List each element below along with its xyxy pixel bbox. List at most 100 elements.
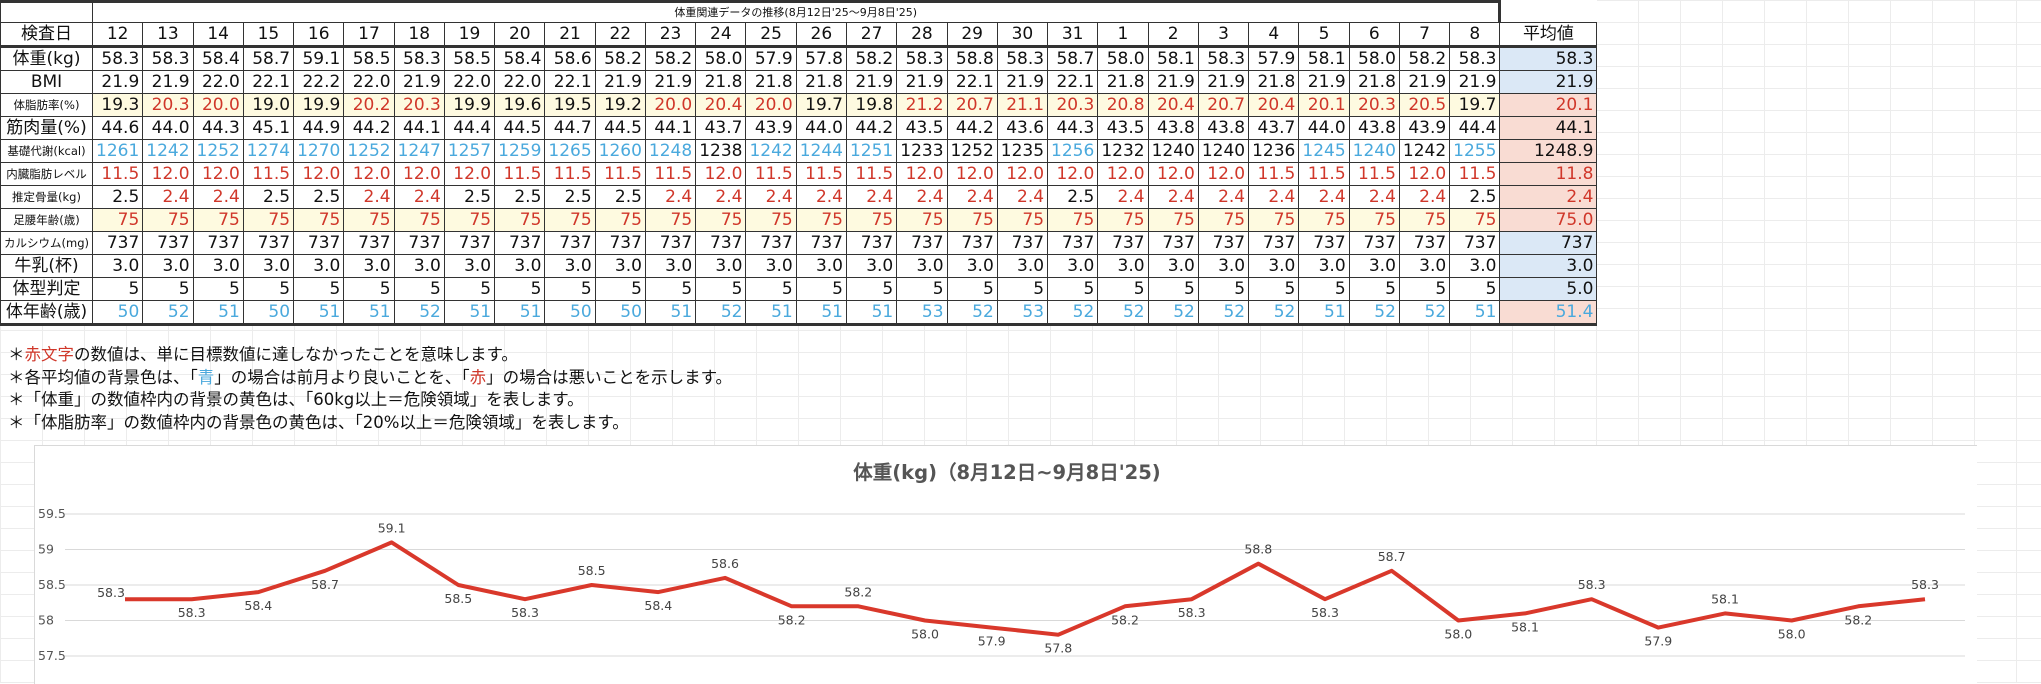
- value-cell: 44.1: [394, 117, 444, 140]
- value-cell: 43.5: [1098, 117, 1148, 140]
- data-label: 58.3: [1578, 577, 1606, 592]
- value-cell: 51: [193, 301, 243, 325]
- value-cell: 3.0: [143, 255, 193, 278]
- value-cell: 75: [746, 209, 796, 232]
- value-cell: 75: [243, 209, 293, 232]
- row-label: 体年齢(歳): [1, 301, 93, 325]
- note-bodyfat-yellow: ＊「体脂肪率」の数値枠内の背景色の黄色は、「20%以上＝危険領域」を表します。: [8, 412, 732, 435]
- value-cell: 75: [595, 209, 645, 232]
- value-cell: 75: [294, 209, 344, 232]
- value-cell: 2.4: [696, 186, 746, 209]
- value-cell: 12.0: [947, 163, 997, 186]
- value-cell: 58.1: [1299, 47, 1349, 71]
- note-1-post: の数値は、単に目標数値に達しなかったことを意味します。: [74, 345, 518, 364]
- value-cell: 1257: [444, 140, 494, 163]
- value-cell: 20.4: [1148, 94, 1198, 117]
- value-cell: 58.3: [93, 47, 143, 71]
- value-cell: 19.8: [846, 94, 896, 117]
- data-label: 58.3: [511, 605, 539, 620]
- value-cell: 737: [1399, 232, 1449, 255]
- date-cell: 7: [1399, 23, 1449, 47]
- value-cell: 75: [947, 209, 997, 232]
- value-cell: 51: [796, 301, 846, 325]
- value-cell: 58.6: [545, 47, 595, 71]
- value-cell: 737: [897, 232, 947, 255]
- value-cell: 12.0: [193, 163, 243, 186]
- value-cell: 5: [746, 278, 796, 301]
- value-cell: 20.3: [1048, 94, 1098, 117]
- value-cell: 2.4: [143, 186, 193, 209]
- value-cell: 737: [1299, 232, 1349, 255]
- value-cell: 1240: [1148, 140, 1198, 163]
- value-cell: 21.9: [897, 71, 947, 94]
- value-cell: 51: [746, 301, 796, 325]
- value-cell: 5: [1399, 278, 1449, 301]
- value-cell: 5: [846, 278, 896, 301]
- y-tick-label: 59: [38, 542, 54, 557]
- value-cell: 11.5: [645, 163, 695, 186]
- value-cell: 3.0: [846, 255, 896, 278]
- value-cell: 58.3: [897, 47, 947, 71]
- value-cell: 1242: [746, 140, 796, 163]
- value-cell: 12.0: [143, 163, 193, 186]
- value-cell: 44.1: [645, 117, 695, 140]
- date-cell: 30: [997, 23, 1047, 47]
- data-label: 58.3: [178, 605, 206, 620]
- value-cell: 75: [1048, 209, 1098, 232]
- average-cell: 44.1: [1500, 117, 1597, 140]
- value-cell: 5: [1148, 278, 1198, 301]
- value-cell: 75: [193, 209, 243, 232]
- value-cell: 75: [645, 209, 695, 232]
- value-cell: 11.5: [1349, 163, 1399, 186]
- value-cell: 22.0: [495, 71, 545, 94]
- value-cell: 737: [696, 232, 746, 255]
- value-cell: 58.0: [1098, 47, 1148, 71]
- note-1-red: 赤文字: [25, 345, 75, 364]
- value-cell: 3.0: [243, 255, 293, 278]
- date-cell: 6: [1349, 23, 1399, 47]
- value-cell: 75: [394, 209, 444, 232]
- value-cell: 2.4: [997, 186, 1047, 209]
- note-weight-yellow: ＊「体重」の数値枠内の背景の黄色は、「60kg以上＝危険領域」を表します。: [8, 389, 732, 412]
- value-cell: 20.3: [143, 94, 193, 117]
- value-cell: 21.9: [93, 71, 143, 94]
- value-cell: 737: [495, 232, 545, 255]
- value-cell: 21.9: [1450, 71, 1500, 94]
- value-cell: 12.0: [1048, 163, 1098, 186]
- value-cell: 2.4: [746, 186, 796, 209]
- date-cell: 18: [394, 23, 444, 47]
- value-cell: 737: [947, 232, 997, 255]
- value-cell: 52: [1148, 301, 1198, 325]
- value-cell: 5: [394, 278, 444, 301]
- row-label: 牛乳(杯): [1, 255, 93, 278]
- value-cell: 5: [193, 278, 243, 301]
- data-label: 58.2: [844, 584, 872, 599]
- row-label: 足腰年齢(歳): [1, 209, 93, 232]
- data-label: 58.3: [1178, 605, 1206, 620]
- value-cell: 51: [444, 301, 494, 325]
- value-cell: 52: [947, 301, 997, 325]
- value-cell: 20.4: [1249, 94, 1299, 117]
- data-label: 59.1: [378, 520, 406, 535]
- value-cell: 20.7: [947, 94, 997, 117]
- value-cell: 737: [243, 232, 293, 255]
- value-cell: 11.5: [93, 163, 143, 186]
- value-cell: 3.0: [1299, 255, 1349, 278]
- value-cell: 1256: [1048, 140, 1098, 163]
- value-cell: 2.4: [1098, 186, 1148, 209]
- value-cell: 737: [595, 232, 645, 255]
- value-cell: 2.4: [1249, 186, 1299, 209]
- value-cell: 2.5: [444, 186, 494, 209]
- value-cell: 50: [545, 301, 595, 325]
- weight-chart[interactable]: 59.55958.55857.557体重(kg)（8月12日~9月8日'25)5…: [34, 445, 1977, 684]
- data-label: 58.2: [1844, 612, 1872, 627]
- date-cell: 3: [1198, 23, 1248, 47]
- value-cell: 3.0: [746, 255, 796, 278]
- value-cell: 11.5: [1299, 163, 1349, 186]
- date-cell: 31: [1048, 23, 1098, 47]
- value-cell: 11.5: [1249, 163, 1299, 186]
